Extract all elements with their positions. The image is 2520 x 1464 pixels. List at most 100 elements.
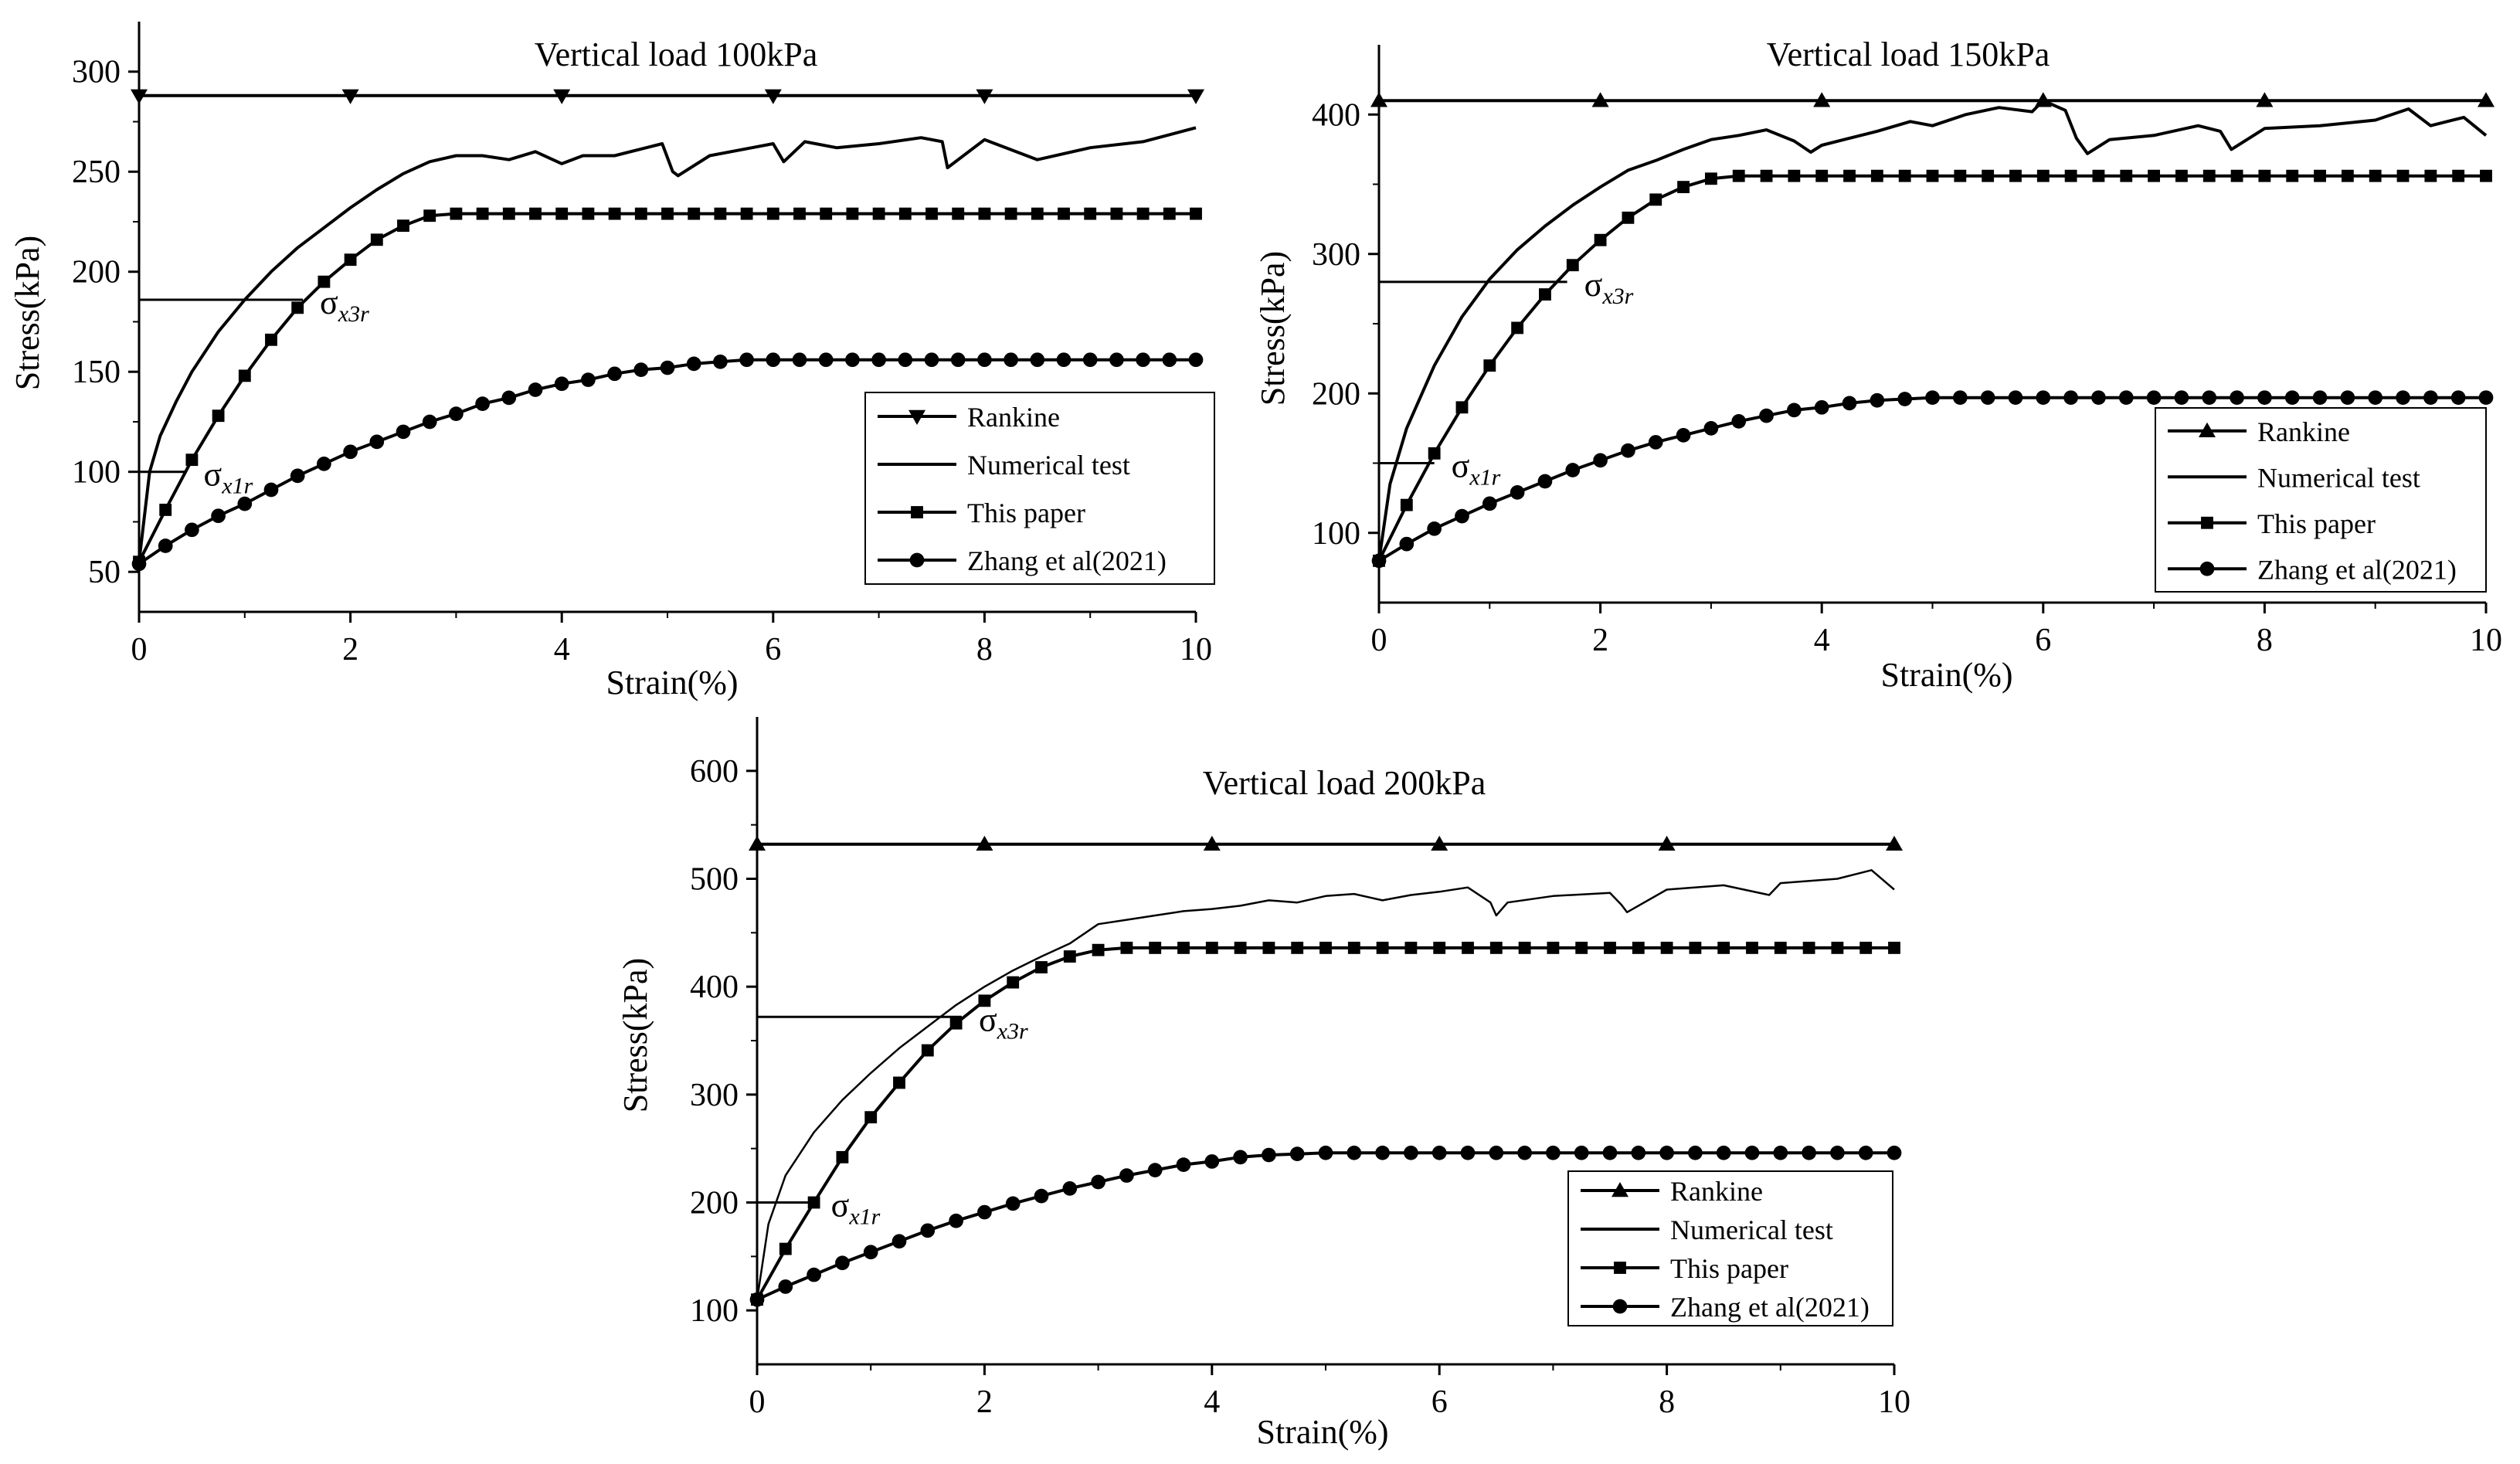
data-point	[1511, 321, 1524, 335]
data-point	[476, 207, 489, 220]
data-point	[1291, 941, 1304, 954]
data-point	[1539, 288, 1551, 301]
series-rankine	[1370, 92, 2495, 107]
data-point	[1842, 396, 1857, 411]
data-point	[1814, 399, 1829, 415]
data-point	[1120, 941, 1133, 954]
data-point	[1591, 92, 1609, 107]
data-point	[1455, 401, 1469, 414]
data-point	[2478, 390, 2494, 406]
data-point	[2396, 390, 2410, 406]
data-point	[1830, 1145, 1845, 1160]
data-point	[1004, 352, 1018, 368]
data-point	[1136, 352, 1150, 368]
data-point	[1773, 1145, 1788, 1160]
y-tick-label: 400	[690, 970, 739, 1005]
legend-marker	[911, 506, 923, 518]
data-point	[1400, 498, 1413, 511]
data-point	[238, 369, 251, 382]
data-point	[1203, 835, 1221, 851]
data-point	[2118, 390, 2134, 406]
data-point	[1517, 1145, 1532, 1160]
data-point	[449, 406, 464, 421]
data-point	[1462, 941, 1474, 954]
data-point	[554, 376, 569, 392]
data-point	[1489, 941, 1503, 954]
data-point	[1746, 941, 1758, 954]
data-point	[977, 352, 992, 368]
data-point	[1455, 508, 1469, 524]
data-point	[2230, 169, 2243, 182]
x-tick-label: 8	[976, 632, 993, 667]
data-point	[950, 352, 966, 368]
data-point	[1187, 89, 1204, 104]
data-point	[1428, 447, 1441, 460]
data-point	[714, 207, 727, 220]
data-point	[1787, 403, 1802, 418]
data-point	[864, 1111, 878, 1124]
data-point	[1575, 941, 1588, 954]
data-point	[2450, 390, 2466, 406]
y-tick-label: 50	[88, 555, 121, 590]
annotation-label: σx3r	[979, 1000, 1028, 1044]
data-point	[2396, 169, 2410, 182]
data-point	[1177, 941, 1190, 954]
data-point	[211, 508, 226, 524]
data-point	[952, 207, 965, 220]
data-point	[528, 382, 543, 397]
data-point	[1399, 536, 1415, 552]
data-point	[749, 835, 766, 851]
data-point	[688, 207, 701, 220]
data-point	[949, 1017, 963, 1030]
chart-panel-2: 0 2 4 6 8 10 100 200 300 400 Vertical load 150kPa S…	[1254, 36, 2502, 694]
data-point	[920, 1223, 936, 1238]
data-point	[2257, 390, 2272, 406]
data-point	[501, 390, 517, 406]
data-point	[2091, 390, 2106, 406]
data-point	[1162, 352, 1177, 368]
data-point	[1147, 1163, 1163, 1177]
data-point	[553, 89, 571, 104]
data-point	[766, 352, 781, 368]
data-point	[529, 207, 542, 220]
data-point	[1649, 193, 1662, 206]
data-point	[1005, 1196, 1021, 1211]
data-point	[2036, 390, 2051, 406]
data-point	[1062, 1180, 1078, 1196]
data-point	[764, 89, 782, 104]
x-tick-label: 10	[2470, 623, 2502, 658]
data-point	[1007, 976, 1020, 989]
data-point	[1602, 1145, 1618, 1160]
data-point	[1565, 463, 1581, 477]
data-point	[2368, 390, 2383, 406]
data-point	[1897, 392, 1913, 406]
data-point	[1427, 521, 1442, 536]
chart-title: Vertical load 200kPa	[1203, 764, 1486, 802]
data-point	[1688, 1145, 1703, 1160]
data-point	[1092, 943, 1105, 956]
y-tick-label: 100	[690, 1293, 739, 1329]
legend-marker	[909, 552, 925, 568]
y-axis-label: Stress(kPa)	[8, 236, 46, 390]
data-point	[977, 1204, 992, 1220]
data-point	[1034, 1188, 1049, 1204]
data-point	[1482, 496, 1497, 511]
data-point	[1593, 453, 1608, 468]
data-point	[2230, 390, 2244, 406]
data-point	[1163, 207, 1176, 220]
data-point	[1898, 169, 1911, 182]
y-tick-label: 250	[72, 155, 121, 190]
data-point	[341, 89, 359, 104]
data-point	[2092, 169, 2105, 182]
legend-marker	[1612, 1182, 1628, 1197]
data-point	[1774, 941, 1787, 954]
y-tick-label: 300	[72, 55, 121, 90]
y-tick-label: 200	[72, 255, 121, 290]
series-numerical-test	[138, 126, 1197, 562]
x-tick-label: 6	[1432, 1384, 1448, 1420]
series-zhang-et-al-2021-	[749, 1145, 1902, 1307]
data-point	[2314, 169, 2326, 182]
data-point	[212, 409, 225, 423]
series-numerical-test	[1377, 99, 2488, 562]
data-point	[2202, 169, 2216, 182]
